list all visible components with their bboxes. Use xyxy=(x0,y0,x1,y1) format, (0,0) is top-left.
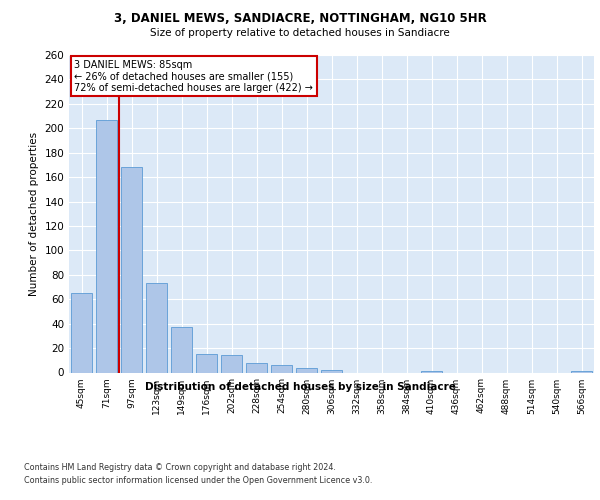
Bar xyxy=(221,356,242,372)
Text: Size of property relative to detached houses in Sandiacre: Size of property relative to detached ho… xyxy=(150,28,450,38)
Text: Contains public sector information licensed under the Open Government Licence v3: Contains public sector information licen… xyxy=(24,476,373,485)
Bar xyxy=(196,354,217,372)
Bar xyxy=(96,120,117,372)
Bar xyxy=(171,328,192,372)
Bar xyxy=(271,365,292,372)
Bar xyxy=(296,368,317,372)
Text: Contains HM Land Registry data © Crown copyright and database right 2024.: Contains HM Land Registry data © Crown c… xyxy=(24,462,336,471)
Bar xyxy=(71,293,92,372)
Text: 3, DANIEL MEWS, SANDIACRE, NOTTINGHAM, NG10 5HR: 3, DANIEL MEWS, SANDIACRE, NOTTINGHAM, N… xyxy=(113,12,487,26)
Text: Distribution of detached houses by size in Sandiacre: Distribution of detached houses by size … xyxy=(145,382,455,392)
Bar xyxy=(246,362,267,372)
Bar xyxy=(146,284,167,372)
Bar xyxy=(121,168,142,372)
Y-axis label: Number of detached properties: Number of detached properties xyxy=(29,132,39,296)
Bar xyxy=(321,370,342,372)
Text: 3 DANIEL MEWS: 85sqm
← 26% of detached houses are smaller (155)
72% of semi-deta: 3 DANIEL MEWS: 85sqm ← 26% of detached h… xyxy=(74,60,313,93)
